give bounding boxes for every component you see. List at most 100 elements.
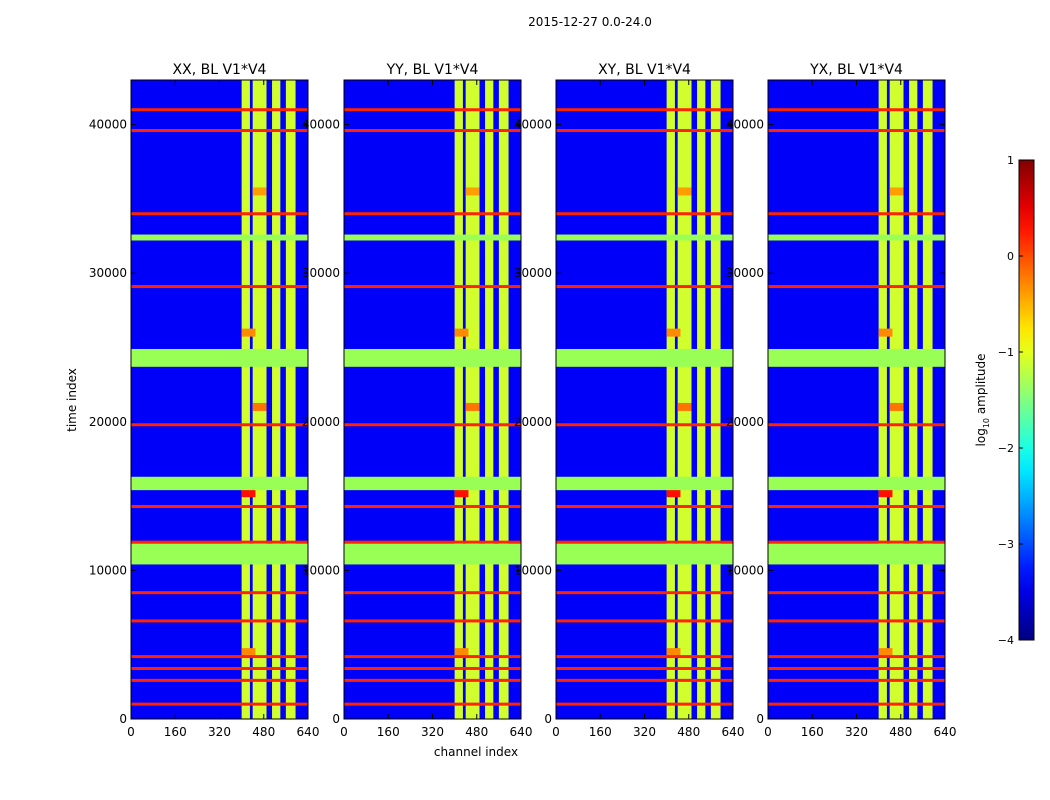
x-tick-label: 0 <box>552 725 560 739</box>
bright-blob <box>252 187 267 196</box>
flagged-band <box>768 543 945 565</box>
bright-channel-band <box>922 80 933 719</box>
bright-blob <box>454 489 469 498</box>
rfi-line <box>344 423 521 427</box>
y-tick-label: 30000 <box>726 266 764 280</box>
panel-1: XX, BL V1*V4 0 160 320 480 640 0 10000 20000 3000… <box>89 62 320 739</box>
rfi-line <box>556 655 733 659</box>
rfi-line <box>344 108 521 112</box>
x-tick-label: 0 <box>127 725 135 739</box>
colorbar-tick-label: −1 <box>998 346 1014 359</box>
y-tick-label: 0 <box>544 712 552 726</box>
colorbar-tick-label: −3 <box>998 538 1014 551</box>
y-tick-label: 20000 <box>302 415 340 429</box>
x-tick-label: 160 <box>801 725 824 739</box>
y-tick-label: 10000 <box>514 563 552 577</box>
y-tick-label: 0 <box>756 712 764 726</box>
rfi-line <box>556 702 733 706</box>
bright-blob <box>454 648 469 657</box>
x-tick-label: 160 <box>589 725 612 739</box>
panel-background <box>131 80 308 719</box>
panel-2: YY, BL V1*V4 0 160 320 480 640 0 10000 20000 3000… <box>302 62 533 739</box>
y-tick-label: 40000 <box>89 118 127 132</box>
x-tick-label: 0 <box>764 725 772 739</box>
bright-channel-band <box>878 80 887 719</box>
x-tick-label: 160 <box>164 725 187 739</box>
bright-channel-band <box>465 80 480 719</box>
bright-blob <box>878 648 893 657</box>
rfi-line <box>131 540 308 544</box>
flagged-band <box>131 234 308 241</box>
rfi-line <box>131 591 308 595</box>
x-tick-label: 480 <box>465 725 488 739</box>
x-tick-label: 320 <box>845 725 868 739</box>
panel-background <box>768 80 945 719</box>
bright-blob <box>677 187 692 196</box>
colorbar-label: log10 amplitude <box>974 354 991 447</box>
bright-channel-band <box>272 80 281 719</box>
rfi-line <box>768 666 945 670</box>
flagged-band <box>556 234 733 241</box>
flagged-band <box>131 348 308 367</box>
y-tick-label: 20000 <box>89 415 127 429</box>
rfi-line <box>556 108 733 112</box>
rfi-line <box>131 655 308 659</box>
bright-blob <box>889 187 904 196</box>
y-tick-label: 30000 <box>302 266 340 280</box>
rfi-line <box>768 212 945 216</box>
rfi-line <box>556 591 733 595</box>
rfi-line <box>556 619 733 623</box>
x-tick-label: 640 <box>510 725 533 739</box>
colorbar-tick-label: −2 <box>998 442 1014 455</box>
bright-channel-band <box>909 80 918 719</box>
flagged-band <box>344 476 521 491</box>
flagged-band <box>556 543 733 565</box>
y-tick-label: 30000 <box>89 266 127 280</box>
rfi-line <box>344 678 521 682</box>
bright-blob <box>454 328 469 337</box>
bright-blob <box>666 648 681 657</box>
rfi-line <box>131 702 308 706</box>
rfi-line <box>556 212 733 216</box>
flagged-band <box>131 543 308 565</box>
bright-blob <box>465 187 480 196</box>
x-tick-label: 160 <box>377 725 400 739</box>
rfi-line <box>344 666 521 670</box>
colorbar-gradient <box>1018 159 1035 641</box>
bright-channel-band <box>677 80 692 719</box>
x-tick-label: 320 <box>208 725 231 739</box>
flagged-band <box>768 476 945 491</box>
bright-channel-band <box>485 80 494 719</box>
rfi-line <box>131 108 308 112</box>
y-axis-label: time index <box>65 368 79 432</box>
bright-blob <box>666 489 681 498</box>
x-tick-label: 640 <box>934 725 957 739</box>
rfi-line <box>556 678 733 682</box>
bright-blob <box>878 489 893 498</box>
x-axis-label: channel index <box>434 745 518 759</box>
rfi-line <box>768 285 945 289</box>
colorbar-tick-label: −4 <box>998 634 1014 647</box>
bright-blob <box>666 328 681 337</box>
colorbar-tick-label: 1 <box>1007 154 1014 167</box>
bright-channel-band <box>454 80 463 719</box>
colorbar-tick-label: 0 <box>1007 250 1014 263</box>
rfi-line <box>131 212 308 216</box>
y-tick-label: 30000 <box>514 266 552 280</box>
y-tick-label: 10000 <box>726 563 764 577</box>
bright-channel-band <box>252 80 267 719</box>
y-tick-label: 10000 <box>302 563 340 577</box>
rfi-line <box>768 678 945 682</box>
rfi-line <box>131 129 308 133</box>
flagged-band <box>131 476 308 491</box>
rfi-line <box>131 504 308 508</box>
x-tick-label: 480 <box>889 725 912 739</box>
rfi-line <box>344 591 521 595</box>
rfi-line <box>768 423 945 427</box>
panel-background <box>344 80 521 719</box>
x-tick-label: 320 <box>633 725 656 739</box>
y-tick-label: 10000 <box>89 563 127 577</box>
rfi-line <box>556 504 733 508</box>
panel-3: XY, BL V1*V4 0 160 320 480 640 0 10000 20000 3000… <box>514 62 745 739</box>
